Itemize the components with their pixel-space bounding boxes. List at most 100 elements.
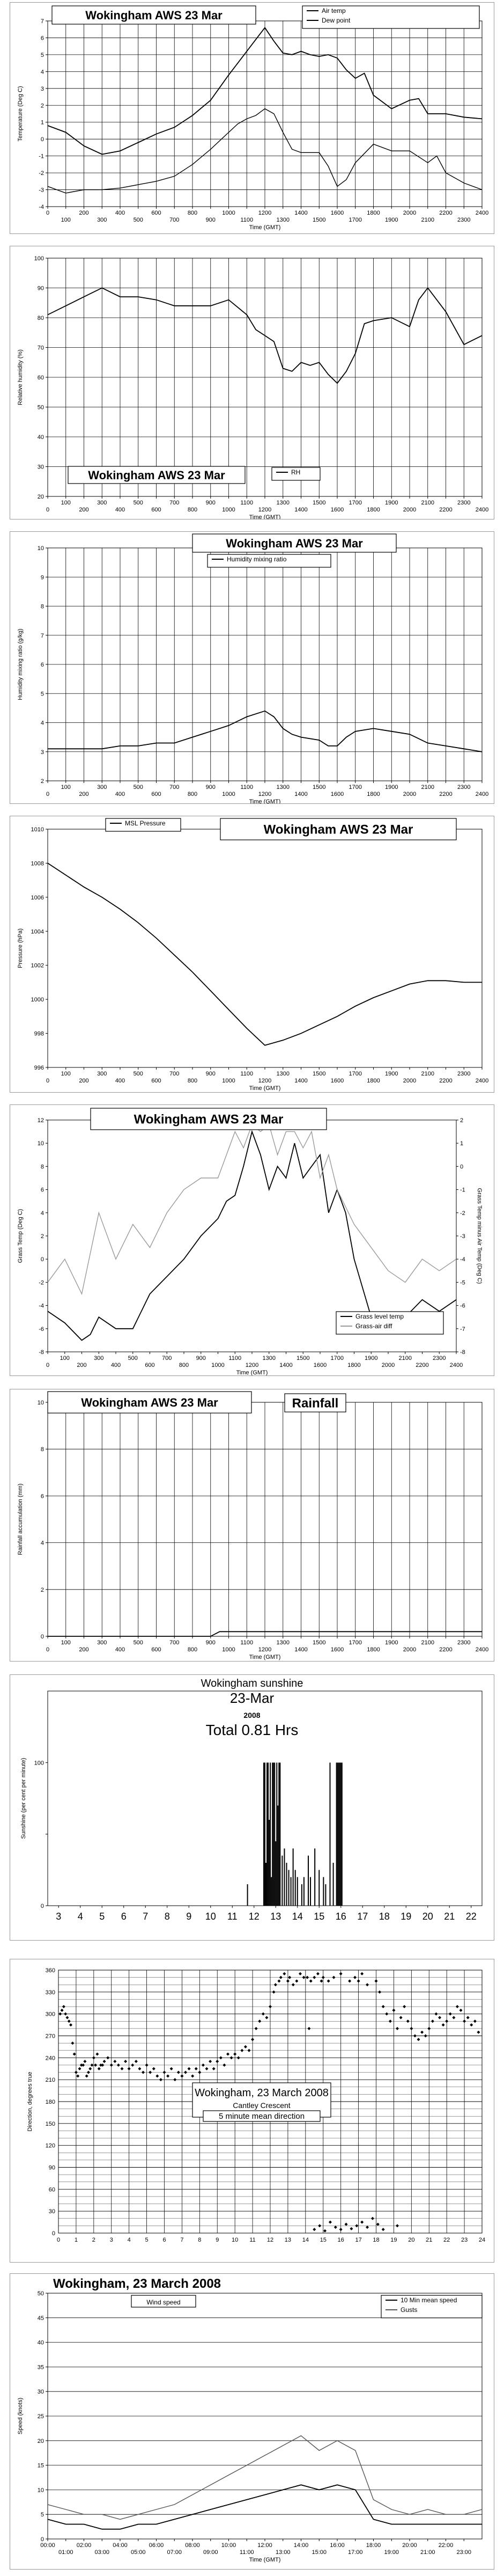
direction-point <box>216 2060 219 2063</box>
direction-point <box>233 2052 237 2056</box>
x-tick-label: 1000 <box>222 210 235 216</box>
direction-point <box>166 2074 170 2078</box>
y-tick-label: -1 <box>39 153 44 160</box>
x-tick-label: 400 <box>115 507 125 513</box>
direction-point <box>376 2222 380 2226</box>
direction-point <box>78 2067 81 2070</box>
direction-point <box>180 2074 184 2078</box>
x-tick-label: 1000 <box>211 1362 224 1368</box>
x-tick-label: 1500 <box>313 1640 325 1646</box>
y-axis-label: Direction, degrees true <box>27 2072 33 2131</box>
x-tick-label: 1000 <box>222 1078 235 1084</box>
direction-point <box>470 2023 473 2027</box>
x-tick-label: 17 <box>357 1911 368 1922</box>
direction-point <box>381 2005 385 2009</box>
x-tick-label: 1600 <box>331 1646 344 1653</box>
y-axis-label: Relative humidity (%) <box>17 349 24 405</box>
x-tick-label: 1400 <box>294 791 307 797</box>
direction-point <box>85 2074 88 2078</box>
x-tick-label: 1300 <box>277 217 290 223</box>
x-tick-label: 1300 <box>277 1071 290 1077</box>
x-tick-label: 1900 <box>385 500 398 506</box>
y-axis-label: Speed (knots) <box>17 2398 24 2434</box>
x-tick-label: 1400 <box>294 507 307 513</box>
x-tick-label: 2200 <box>439 1646 452 1653</box>
y-right-tick-label: -1 <box>460 1187 465 1194</box>
y-tick-label: 70 <box>38 345 44 352</box>
direction-point <box>417 2038 420 2041</box>
direction-point <box>286 1979 290 1983</box>
x-tick-label: 100 <box>60 1355 70 1362</box>
y-tick-label: 35 <box>38 2364 44 2370</box>
y-tick-label: 4 <box>41 1540 44 1547</box>
direction-point <box>94 2063 98 2067</box>
series-line-0 <box>47 862 482 1046</box>
y-tick-label: 7 <box>41 633 44 639</box>
direction-point <box>71 2041 75 2045</box>
direction-point <box>236 2056 240 2060</box>
direction-point <box>109 2063 113 2067</box>
direction-point <box>64 2012 68 2016</box>
x-tick-label: 4 <box>78 1911 83 1922</box>
x-tick-label: 900 <box>206 217 216 223</box>
direction-point <box>261 2012 265 2016</box>
direction-point <box>438 2016 441 2019</box>
direction-point <box>399 2016 403 2019</box>
x-axis-label: Time (GMT) <box>249 514 281 519</box>
x-tick-label: 19 <box>401 1911 411 1922</box>
direction-point <box>116 2063 120 2067</box>
y-tick-label: 2 <box>41 1233 44 1240</box>
y-tick-label: 100 <box>34 1760 44 1766</box>
y-tick-label: 30 <box>49 2208 55 2215</box>
x-tick-label: 200 <box>79 507 88 513</box>
direction-point <box>413 2034 417 2038</box>
direction-point <box>366 2226 369 2229</box>
x-tick-label: 20:00 <box>402 2542 417 2549</box>
x-tick-label: 20 <box>408 2237 414 2243</box>
direction-point <box>251 2038 255 2041</box>
direction-point <box>333 2226 337 2229</box>
direction-point <box>191 2074 195 2078</box>
x-tick-label: 6 <box>121 1911 127 1922</box>
x-tick-label: 1300 <box>277 500 290 506</box>
x-tick-label: 07:00 <box>167 2549 182 2556</box>
direction-point <box>258 2019 262 2023</box>
x-tick-label: 1500 <box>297 1355 309 1362</box>
chart-caption: 5 minute mean direction <box>219 2112 305 2121</box>
x-tick-label: 08:00 <box>185 2542 200 2549</box>
x-tick-label: 1500 <box>313 1071 325 1077</box>
direction-point <box>72 2052 76 2056</box>
direction-point <box>101 2063 105 2067</box>
x-tick-label: 21 <box>444 1911 455 1922</box>
direction-point <box>353 1975 357 1979</box>
series-line-0 <box>47 1130 457 1341</box>
direction-point <box>445 2019 449 2023</box>
legend-label: Grass-air diff <box>355 1322 392 1330</box>
y-right-tick-label: -3 <box>460 1233 465 1240</box>
legend-label: MSL Pressure <box>125 819 166 827</box>
x-tick-label: 800 <box>188 1646 197 1653</box>
x-tick-label: 3 <box>110 2237 113 2243</box>
x-tick-label: 05:00 <box>131 2549 146 2556</box>
y-tick-label: 1006 <box>31 895 44 901</box>
x-tick-label: 17 <box>355 2237 361 2243</box>
direction-point <box>69 2023 73 2027</box>
chart-title: Wokingham AWS 23 Mar <box>81 1396 218 1409</box>
x-tick-label: 11 <box>249 2237 255 2243</box>
series-line-1 <box>47 2435 483 2520</box>
x-tick-label: 2300 <box>457 1071 470 1077</box>
y-tick-label: -6 <box>39 1326 44 1333</box>
x-tick-label: 0 <box>46 507 49 513</box>
plot-area-frame <box>58 1970 483 2234</box>
x-tick-label: 400 <box>115 791 125 797</box>
x-tick-label: 1800 <box>367 791 380 797</box>
x-tick-label: 22 <box>443 2237 450 2243</box>
x-tick-label: 1200 <box>246 1362 258 1368</box>
direction-point <box>205 2067 209 2070</box>
y-right-tick-label: 2 <box>460 1117 463 1124</box>
direction-point <box>212 2067 216 2070</box>
legend-label: 10 Min mean speed <box>401 2296 457 2304</box>
direction-point <box>226 2052 229 2056</box>
x-tick-label: 16:00 <box>330 2542 345 2549</box>
x-tick-label: 1600 <box>331 507 344 513</box>
